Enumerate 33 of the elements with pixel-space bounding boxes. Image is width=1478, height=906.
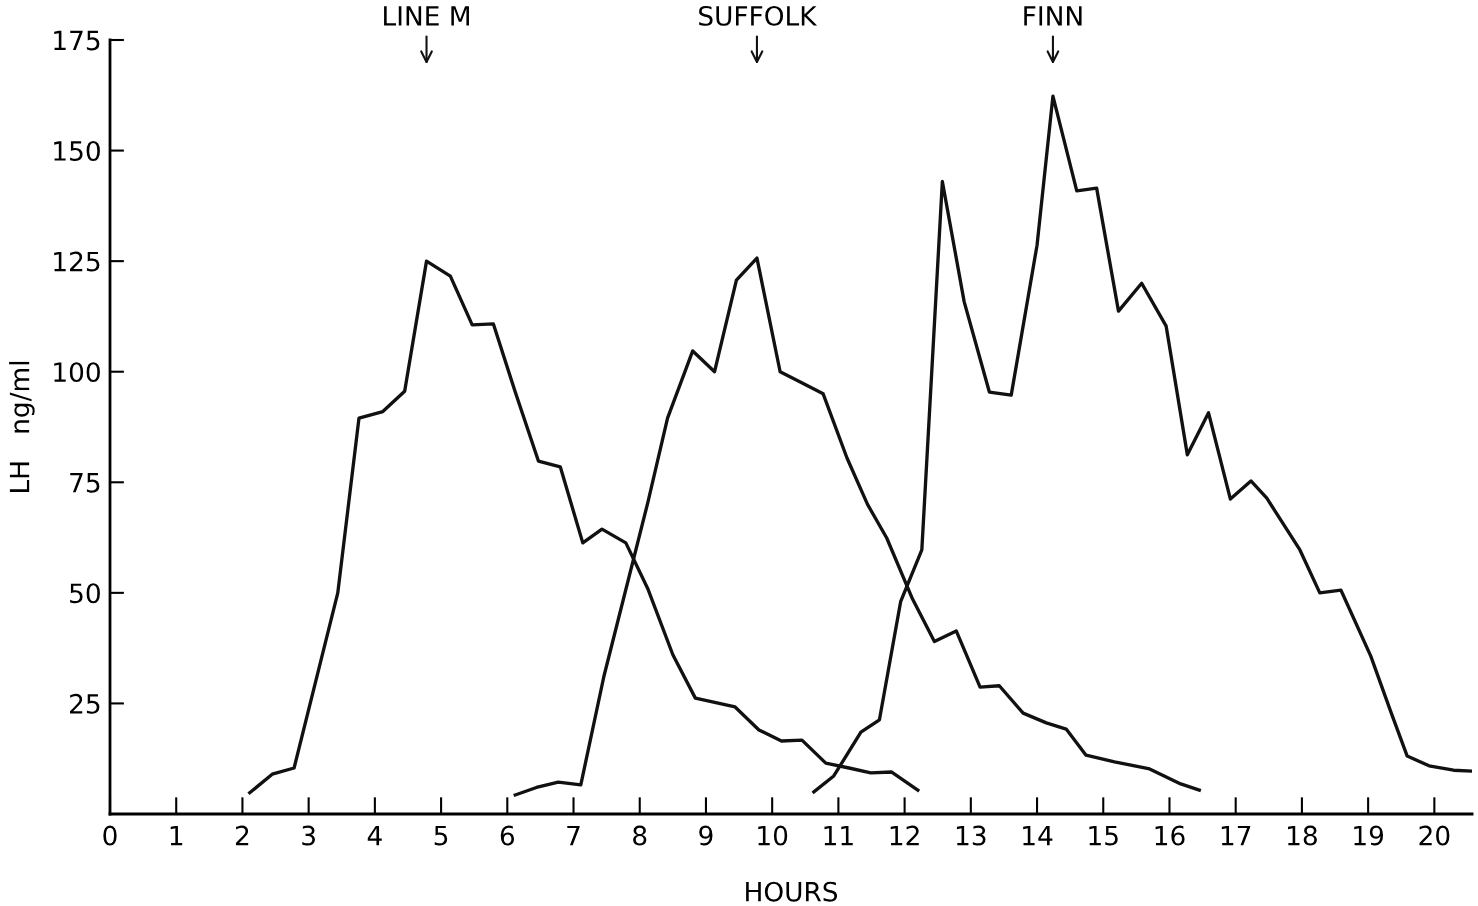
x-tick-label: 15 xyxy=(1089,825,1118,846)
x-tick-label: 10 xyxy=(758,825,788,846)
x-tick-label: 6 xyxy=(500,825,515,846)
x-tick-label: 5 xyxy=(434,825,448,846)
x-tick-label: 8 xyxy=(633,825,647,846)
x-tick-label: 4 xyxy=(367,825,382,846)
x-tick-label: 3 xyxy=(302,825,315,846)
y-tick-label: 50 xyxy=(70,583,100,604)
x-axis-title: HOURS xyxy=(746,881,838,902)
y-tick-label: 25 xyxy=(70,693,100,714)
y-tick-label: 175 xyxy=(54,30,100,51)
x-tick-label: 9 xyxy=(699,825,713,846)
y-tick-label: 100 xyxy=(54,362,100,383)
x-tick-label: 14 xyxy=(1023,825,1053,846)
text: SUFFOLK xyxy=(699,5,818,26)
y-axis-title: LH ng/ml xyxy=(9,361,35,492)
y-tick-label: 150 xyxy=(54,141,100,161)
x-tick-label: 20 xyxy=(1419,825,1450,846)
text: FINN xyxy=(1024,6,1082,26)
text: LINE M xyxy=(384,6,469,26)
x-tick-label: 1 xyxy=(170,825,183,846)
x-tick-label: 12 xyxy=(890,825,919,846)
x-tick-label: 17 xyxy=(1221,825,1251,846)
x-tick-label: 18 xyxy=(1288,825,1317,846)
x-tick-label: 13 xyxy=(956,825,986,846)
y-tick-label: 75 xyxy=(70,473,100,493)
x-tick-label: 16 xyxy=(1155,825,1185,846)
x-tick-label: 2 xyxy=(235,825,249,846)
x-tick-label: 11 xyxy=(824,825,853,846)
x-tick-label: 0 xyxy=(103,825,117,846)
x-tick-label: 7 xyxy=(567,825,580,846)
x-tick-label: 19 xyxy=(1354,825,1384,846)
y-tick-label: 125 xyxy=(54,251,100,272)
